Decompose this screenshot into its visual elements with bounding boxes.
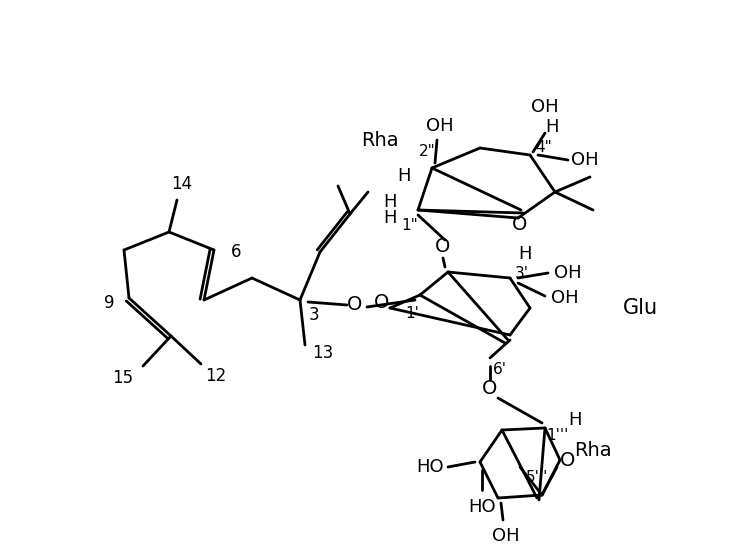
Text: O: O (374, 294, 390, 312)
Text: 1''': 1''' (546, 429, 568, 444)
Text: 5''': 5''' (526, 469, 548, 484)
Text: HO: HO (468, 498, 496, 516)
Text: 14: 14 (171, 175, 193, 193)
Text: O: O (347, 296, 363, 315)
Text: OH: OH (426, 117, 454, 135)
Text: 3': 3' (515, 266, 529, 281)
Text: H: H (397, 167, 411, 185)
Text: 1": 1" (401, 219, 418, 233)
Text: 1': 1' (405, 305, 419, 320)
Text: 6: 6 (231, 243, 241, 261)
Text: H: H (518, 245, 532, 263)
Text: Rha: Rha (574, 440, 612, 459)
Text: 15: 15 (113, 369, 134, 387)
Text: OH: OH (531, 98, 559, 116)
Text: OH: OH (492, 527, 520, 545)
Text: Rha: Rha (361, 131, 398, 150)
Text: H: H (384, 193, 397, 211)
Text: OH: OH (554, 264, 582, 282)
Text: OH: OH (551, 289, 579, 307)
Text: O: O (560, 450, 576, 469)
Text: H: H (384, 209, 397, 227)
Text: 2": 2" (418, 145, 436, 160)
Text: 9: 9 (104, 294, 114, 312)
Text: HO: HO (416, 458, 444, 476)
Text: H: H (568, 411, 582, 429)
Text: H: H (545, 118, 559, 136)
Text: O: O (436, 237, 450, 256)
Text: 12: 12 (206, 367, 226, 385)
Text: O: O (512, 214, 528, 233)
Text: O: O (482, 378, 498, 397)
Text: OH: OH (571, 151, 599, 169)
Text: 6': 6' (493, 363, 507, 378)
Text: Glu: Glu (623, 298, 657, 318)
Text: 4": 4" (536, 140, 552, 155)
Text: 13: 13 (312, 344, 334, 362)
Text: 3: 3 (309, 306, 319, 324)
